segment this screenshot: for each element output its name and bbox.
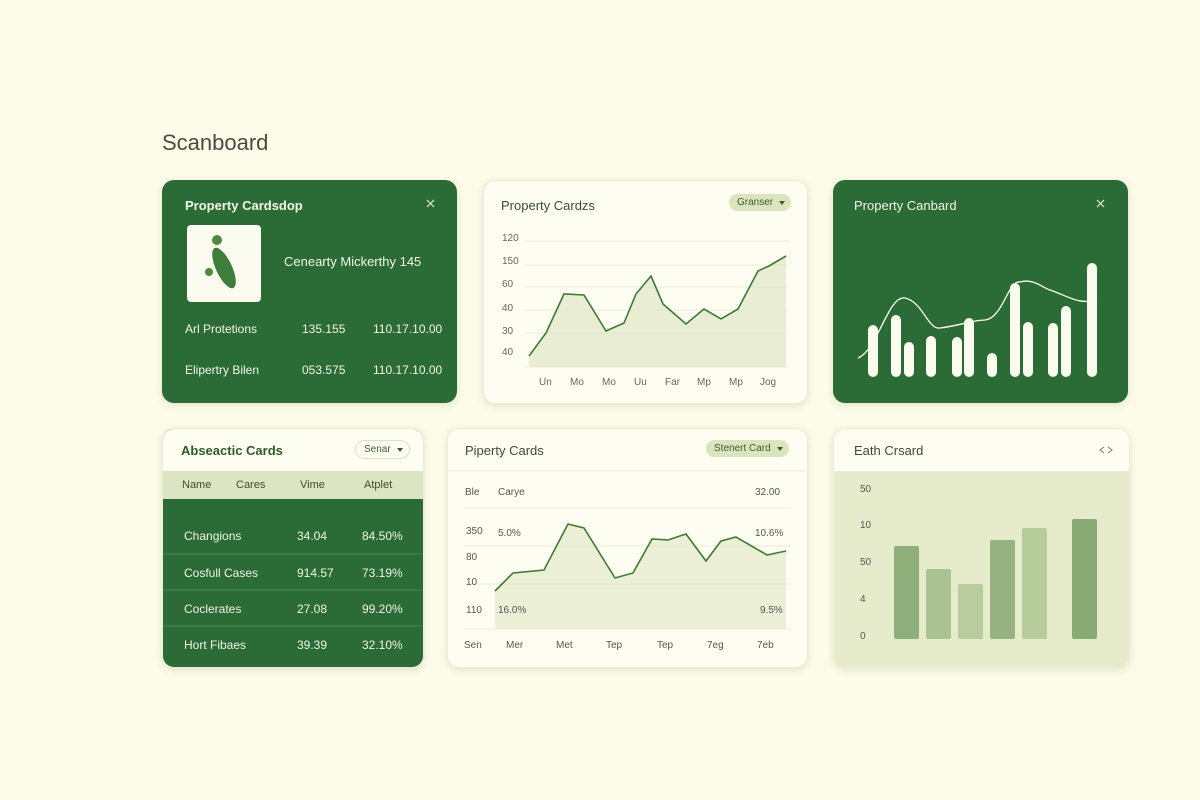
label: Uu [634, 377, 647, 388]
label: Mo [570, 377, 584, 388]
card-title: Eath Crsard [854, 443, 924, 458]
label: 99.20% [362, 602, 403, 616]
item-name: Cenearty Mickerthy 145 [284, 254, 422, 269]
label: 27.08 [297, 602, 328, 616]
dropdown-label: Granser [737, 197, 774, 208]
label: 5.0% [498, 528, 521, 539]
dropdown-label: Stenert Card [714, 443, 771, 454]
dropdown[interactable]: Senar [355, 440, 410, 459]
label: 80 [466, 552, 478, 563]
label: 34.04 [297, 529, 328, 543]
label: Mo [602, 377, 616, 388]
card: Piperty Cards Stenert Card Ble Carye 32.00… [447, 428, 808, 668]
label: 84.50% [362, 529, 403, 543]
label: 40 [502, 303, 514, 314]
label: 39.39 [297, 638, 328, 652]
label: 32.10% [362, 638, 403, 652]
card: Abseactic Cards Senar Name Cares Vime Atple… [162, 428, 424, 668]
label: 73.19% [362, 566, 403, 580]
bar-chart [894, 446, 1113, 639]
label: Met [556, 640, 573, 651]
card-title: Property Canbard [854, 198, 957, 213]
card-title: Abseactic Cards [181, 443, 283, 458]
card-title: Property Cardsdop [185, 198, 303, 213]
card: Property Cardzs Granser 120 150 60 40 30 40 Un… [483, 180, 808, 404]
bar-chart [857, 199, 1105, 377]
card-decor [187, 199, 435, 302]
label: Atplet [364, 479, 393, 491]
label: Hort Fibaes [184, 638, 247, 652]
label: 10.6% [755, 528, 784, 539]
label: Changions [184, 529, 242, 543]
cell: 110.17.10.00 [373, 363, 443, 377]
dropdown[interactable]: Granser [729, 194, 792, 211]
label: 914.57 [297, 566, 334, 580]
label: 32.00 [755, 487, 781, 498]
label: 4 [860, 594, 866, 605]
label: 150 [502, 256, 519, 267]
label: Cares [236, 479, 266, 491]
card-title: Piperty Cards [465, 443, 544, 458]
label: Jog [760, 377, 777, 388]
line-chart [524, 240, 789, 368]
label: Name [182, 479, 212, 491]
chevron [396, 448, 403, 452]
label: 10 [860, 520, 872, 531]
chevron [776, 447, 783, 451]
label: 50 [860, 484, 872, 495]
label: Un [539, 377, 552, 388]
label: Mp [729, 377, 743, 388]
label: 50 [860, 557, 872, 568]
label: Tep [657, 640, 674, 651]
cell: Arl Protetions [185, 322, 258, 336]
label: 16.0% [498, 605, 527, 616]
label: Coclerates [184, 602, 242, 616]
cell: 135.155 [302, 322, 346, 336]
label: Ble [465, 487, 480, 498]
label: 40 [502, 347, 514, 358]
label: 120 [502, 233, 519, 244]
label: Vime [300, 479, 325, 491]
dropdown-label: Senar [364, 444, 391, 455]
card: Property Canbard [833, 180, 1128, 403]
label: 0 [860, 631, 866, 642]
label: Tep [606, 640, 623, 651]
label: 30 [502, 326, 514, 337]
label: Far [665, 377, 680, 388]
label: 7eb [757, 640, 774, 651]
page-title: Scanboard [162, 130, 269, 155]
card: Property Cardsdop Cenearty Mickerthy 145… [162, 180, 457, 403]
card-title: Property Cardzs [501, 198, 595, 213]
cell: 110.17.10.00 [373, 322, 443, 336]
chevron [779, 201, 786, 205]
line-chart [448, 470, 807, 630]
cell: 053.575 [302, 363, 346, 377]
label: Mp [697, 377, 711, 388]
label: 350 [466, 526, 483, 537]
label: Mer [506, 640, 524, 651]
label: 9.5% [760, 605, 783, 616]
label: Carye [498, 487, 525, 498]
cell: Elipertry Bilen [185, 363, 260, 377]
card: Eath Crsard 50 10 50 4 0 [833, 428, 1130, 668]
dropdown[interactable]: Stenert Card [706, 440, 789, 457]
label: 60 [502, 279, 514, 290]
label: Cosfull Cases [184, 566, 259, 580]
label: 7eg [707, 640, 724, 651]
label: 110 [466, 605, 482, 616]
label: 10 [466, 577, 478, 588]
table-lines [163, 553, 423, 627]
label: Sen [464, 640, 482, 651]
